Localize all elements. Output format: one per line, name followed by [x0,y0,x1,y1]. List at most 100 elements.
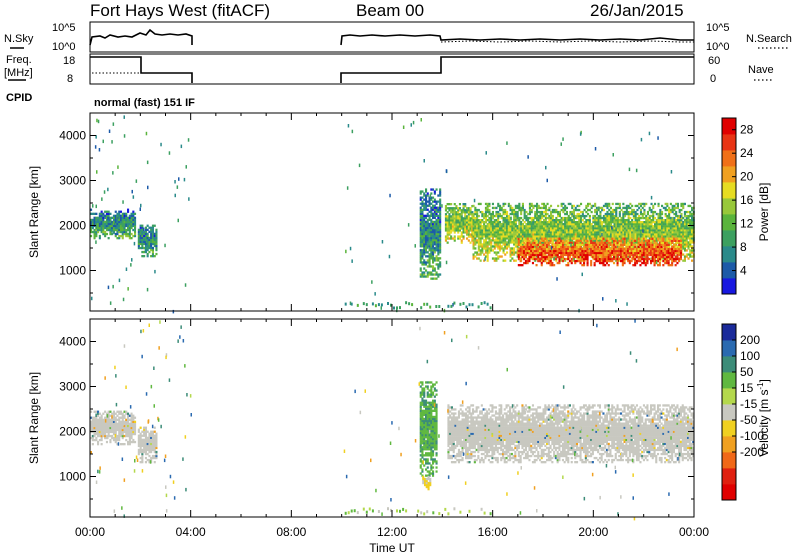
echo-cell [481,237,484,240]
echo-cell [615,202,618,206]
echo-cell [683,233,686,236]
echo-cell [599,206,602,210]
echo-cell [523,208,526,212]
echo-cell [611,239,614,242]
echo-cell [464,209,467,212]
echo-cell [540,245,543,249]
echo-cell [509,249,512,252]
echo-cell [648,237,651,240]
echo-cell [536,231,539,234]
echo-cell [634,261,637,265]
echo-cell [127,208,130,211]
echo-cell [617,233,620,236]
echo-cell [548,227,551,230]
echo-cell [597,255,600,259]
echo-cell [565,216,568,220]
echo-cell [643,216,646,220]
echo-cell [497,225,500,228]
echo-cell [622,219,625,222]
echo-cell [564,204,567,208]
echo-cell [618,212,621,216]
echo-cell [618,253,621,257]
echo-cell [513,259,516,262]
echo-cell [673,208,676,212]
echo-cell [351,129,354,134]
echo-cell [550,223,553,226]
echo-cell [98,422,101,425]
colorbar-tick-label: 20 [740,170,754,184]
echo-cell [486,225,489,228]
echo-cell [119,226,122,230]
echo-cell [618,227,621,230]
echo-cell [654,233,657,236]
echo-cell [604,223,607,226]
echo-cell [624,214,627,218]
echo-cell [528,229,531,232]
echo-cell [550,204,553,208]
echo-cell [476,235,479,238]
echo-cell [111,140,113,144]
echo-cell [597,237,600,240]
echo-cell [685,231,688,234]
echo-cell [499,245,502,248]
echo-cell [553,245,556,248]
echo-cell [606,221,609,224]
echo-cell [553,235,556,238]
echo-cell [620,251,623,255]
echo-cell [595,221,598,224]
echo-cell [439,230,442,234]
echo-cell [632,212,635,216]
echo-cell [659,233,662,236]
echo-cell [105,212,108,215]
echo-cell [525,233,528,236]
echo-cell [653,239,656,242]
echo-cell [662,223,665,226]
echo-cell [639,264,642,267]
echo-cell [151,238,154,242]
scattered-echoes [91,115,682,314]
echo-cell [425,194,428,197]
echo-cell [137,246,140,250]
echo-cell [451,207,454,210]
echo-cell [464,215,467,218]
echo-cell [648,216,651,220]
echo-cell [483,231,486,234]
echo-cell [526,261,529,265]
echo-cell [95,234,98,238]
echo-cell [539,225,542,228]
echo-cell [519,253,522,257]
echo-cell [121,222,124,226]
echo-cell [659,225,662,228]
echo-cell [648,214,651,218]
echo-cell [504,241,507,244]
echo-cell [571,235,574,238]
echo-cell [155,246,158,250]
echo-cell [605,255,608,259]
echo-cell [504,247,507,250]
echo-cell [652,239,655,242]
echo-cell [114,220,117,224]
echo-cell [514,251,517,254]
echo-cell [483,241,486,244]
echo-cell [544,237,547,240]
echo-cell [543,223,546,226]
echo-cell [671,247,674,251]
echo-cell [548,221,551,224]
echo-cell [132,222,135,226]
echo-cell [98,228,101,232]
echo-cell [532,231,535,234]
echo-cell [97,220,100,224]
echo-cell [455,223,458,226]
echo-cell [678,245,681,249]
echo-cell [564,212,567,216]
echo-cell [632,210,635,214]
echo-cell [502,225,505,228]
echo-cell [502,243,505,246]
echo-cell [604,212,607,216]
echo-cell [620,208,623,212]
echo-cell [469,221,472,224]
echo-cell [426,208,429,211]
echo-cell [118,278,121,283]
echo-cell [567,264,570,267]
echo-cell [146,234,149,237]
